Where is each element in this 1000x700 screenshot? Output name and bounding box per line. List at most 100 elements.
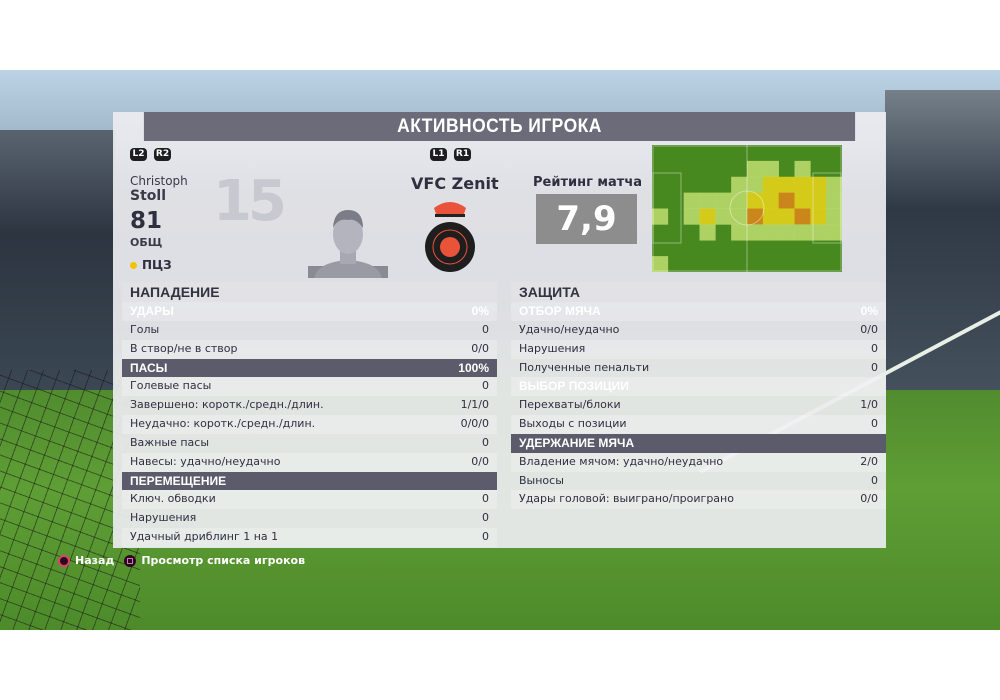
heatmap-cell bbox=[699, 192, 716, 209]
player-position: ПЦЗ bbox=[130, 258, 172, 272]
heatmap-cell bbox=[762, 176, 779, 193]
match-rating-label: Рейтинг матча bbox=[533, 175, 643, 190]
stat-value: 0 bbox=[871, 360, 878, 374]
heatmap-cell bbox=[794, 208, 811, 225]
player-number: 15 bbox=[213, 169, 287, 234]
heatmap-cell bbox=[731, 176, 748, 193]
view-player-list-button[interactable]: Просмотр списка игроков bbox=[124, 554, 305, 567]
stat-row: В створ/не в створ 0/0 bbox=[122, 339, 497, 359]
player-activity-panel: АКТИВНОСТЬ ИГРОКА L2 R2 L1 R1 15 Christo… bbox=[113, 112, 886, 548]
heatmap-cell bbox=[683, 208, 700, 225]
stat-row: Неудачно: коротк./средн./длин. 0/0/0 bbox=[122, 415, 497, 434]
heatmap-cell bbox=[715, 192, 732, 209]
defense-column: ЗАЩИТА ОТБОР МЯЧА 0% Удачно/неудачно 0/0 Нар… bbox=[511, 282, 886, 510]
heatmap-cell bbox=[778, 224, 795, 241]
stat-label: ВЫБОР ПОЗИЦИИ bbox=[519, 379, 629, 394]
stat-value: 0% bbox=[471, 304, 489, 318]
stat-row: Голевые пасы 0 bbox=[122, 377, 497, 397]
team-badge-icon bbox=[425, 202, 475, 272]
team-name: VFC Zenit bbox=[411, 174, 499, 193]
heatmap-cell bbox=[826, 224, 842, 241]
stat-section-header: ПЕРЕМЕЩЕНИЕ bbox=[122, 471, 497, 491]
stat-row: Перехваты/блоки 1/0 bbox=[511, 396, 886, 415]
heatmap-cell bbox=[826, 208, 842, 225]
stat-label: Удары головой: выиграно/проиграно bbox=[519, 492, 734, 506]
heatmap-cell bbox=[762, 208, 779, 225]
stat-label: ОТБОР МЯЧА bbox=[519, 304, 601, 318]
stat-value: 0/0 bbox=[471, 341, 489, 355]
player-avatar-icon bbox=[308, 210, 388, 278]
heatmap-cell bbox=[699, 224, 716, 241]
heatmap-cell bbox=[715, 208, 732, 225]
stat-value: 0% bbox=[860, 304, 878, 318]
heatmap-cell bbox=[762, 224, 779, 241]
heatmap-cell bbox=[810, 176, 827, 193]
stat-value: 0 bbox=[482, 530, 489, 544]
stat-section-header: ВЫБОР ПОЗИЦИИ bbox=[511, 377, 886, 397]
stat-value: 0/0/0 bbox=[460, 417, 489, 431]
heatmap-cell bbox=[810, 208, 827, 225]
stat-row: Выходы с позиции 0 bbox=[511, 415, 886, 434]
heatmap-cell bbox=[762, 192, 779, 209]
position-dot-icon bbox=[130, 262, 137, 269]
stat-value: 1/1/0 bbox=[460, 398, 489, 412]
stat-label: Удачно/неудачно bbox=[519, 322, 620, 336]
heatmap-cell bbox=[794, 192, 811, 209]
stat-label: Завершено: коротк./средн./длин. bbox=[130, 398, 324, 412]
r1-button[interactable]: R1 bbox=[454, 148, 471, 161]
heatmap-cell bbox=[810, 192, 827, 209]
heatmap-cell bbox=[794, 160, 811, 178]
stat-label: Полученные пенальти bbox=[519, 360, 650, 374]
back-button[interactable]: Назад bbox=[58, 554, 114, 567]
stat-label: Неудачно: коротк./средн./длин. bbox=[130, 417, 316, 431]
heatmap-cell bbox=[731, 192, 748, 209]
stat-label: Перехваты/блоки bbox=[519, 398, 621, 412]
stat-label: Нарушения bbox=[130, 511, 197, 525]
stat-row: Ключ. обводки 0 bbox=[122, 490, 497, 510]
heatmap-cell bbox=[731, 224, 748, 241]
stat-value: 0 bbox=[871, 417, 878, 431]
heatmap-cell bbox=[747, 160, 764, 178]
pitch-lines bbox=[652, 145, 842, 272]
heatmap-cell bbox=[747, 192, 764, 209]
attack-title: НАПАДЕНИЕ bbox=[122, 282, 497, 302]
l1-button[interactable]: L1 bbox=[430, 148, 447, 161]
stat-row: Голы 0 bbox=[122, 321, 497, 340]
heatmap-cell bbox=[826, 192, 842, 209]
stat-row: Удары головой: выиграно/проиграно 0/0 bbox=[511, 490, 886, 510]
view-list-label: Просмотр списка игроков bbox=[141, 554, 306, 567]
stat-value: 0 bbox=[871, 341, 878, 355]
heatmap-cell bbox=[826, 176, 842, 193]
r2-button[interactable]: R2 bbox=[154, 148, 171, 161]
square-button-icon bbox=[124, 555, 137, 567]
stat-row: Нарушения 0 bbox=[122, 509, 497, 528]
stat-label: Ключ. обводки bbox=[130, 492, 216, 506]
stat-value: 0 bbox=[871, 473, 878, 487]
stat-label: Голевые пасы bbox=[130, 379, 212, 393]
heatmap-cell bbox=[794, 176, 811, 193]
stat-row: Полученные пенальти 0 bbox=[511, 359, 886, 378]
stat-label: ПЕРЕМЕЩЕНИЕ bbox=[130, 473, 227, 488]
heatmap-cell bbox=[778, 192, 795, 209]
overall-label: ОБЩ bbox=[130, 236, 163, 249]
heatmap-cell bbox=[778, 176, 795, 193]
stat-value: 0 bbox=[482, 379, 489, 393]
stat-label: Нарушения bbox=[519, 341, 586, 355]
heatmap-cell bbox=[652, 256, 669, 272]
l2-button[interactable]: L2 bbox=[130, 148, 147, 161]
stat-row: Завершено: коротк./средн./длин. 1/1/0 bbox=[122, 396, 497, 415]
stat-value: 0/0 bbox=[860, 492, 878, 506]
stat-label: УДЕРЖАНИЕ МЯЧА bbox=[519, 435, 635, 450]
player-last-name: Stoll bbox=[130, 188, 166, 204]
stat-value: 2/0 bbox=[860, 454, 878, 468]
stat-label: Владение мячом: удачно/неудачно bbox=[519, 454, 724, 468]
heatmap-cell bbox=[683, 192, 700, 209]
heatmap-cell bbox=[652, 208, 669, 225]
stat-section-header: УДАРЫ 0% bbox=[122, 302, 497, 321]
stat-label: Навесы: удачно/неудачно bbox=[130, 454, 281, 468]
footer-hints: Назад Просмотр списка игроков bbox=[58, 554, 305, 567]
back-label: Назад bbox=[75, 554, 115, 567]
panel-title: АКТИВНОСТЬ ИГРОКА bbox=[143, 112, 856, 141]
heatmap-cell bbox=[762, 160, 779, 178]
stat-row: Удачный дриблинг 1 на 1 0 bbox=[122, 528, 497, 547]
